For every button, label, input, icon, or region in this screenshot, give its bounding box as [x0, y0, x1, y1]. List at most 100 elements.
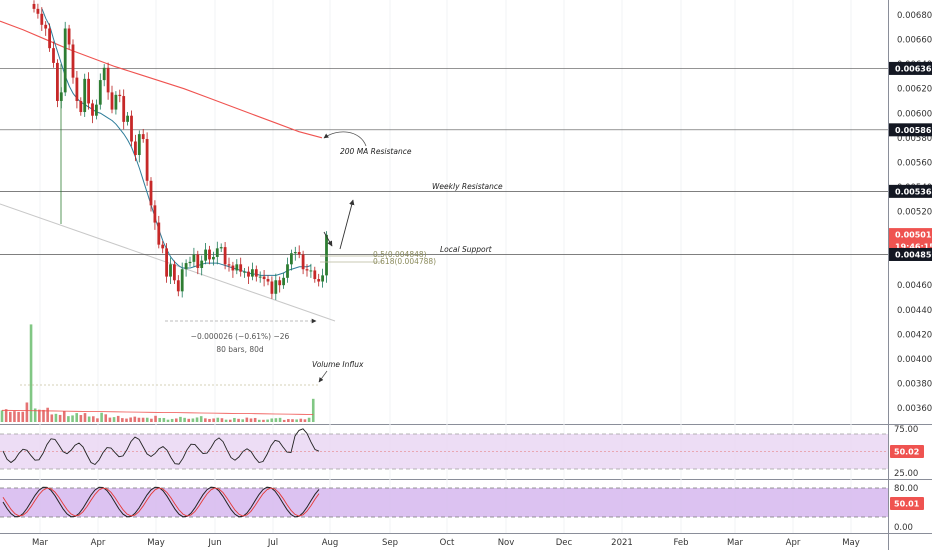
candle-body	[130, 115, 133, 142]
volume-bar	[87, 416, 91, 422]
volume-influx-arrow	[318, 370, 328, 383]
volume-bar	[307, 417, 311, 422]
candle-body	[286, 264, 289, 278]
volume-bar	[79, 415, 83, 422]
volume-bar	[125, 418, 128, 422]
volume-bar	[191, 418, 195, 422]
main-pane[interactable]	[0, 0, 888, 424]
volume-bar	[195, 417, 199, 422]
volume-bars	[0, 324, 315, 422]
volume-bar	[21, 411, 25, 422]
candle-body	[48, 28, 51, 49]
volume-bar	[204, 418, 207, 422]
volume-bar	[137, 417, 141, 422]
volume-bar	[299, 418, 303, 422]
stoch-tick-80: 80.00	[894, 484, 918, 494]
volume-bar	[237, 418, 240, 422]
candle-body	[212, 256, 215, 260]
volume-bar	[67, 416, 70, 422]
candle-body	[44, 24, 48, 29]
candle-body	[173, 264, 176, 281]
rsi-line	[2, 428, 320, 466]
price-tag-label: 0.004850	[895, 250, 932, 259]
ma-resistance-arrow	[323, 131, 367, 147]
volume-bar	[108, 417, 112, 422]
volume-bar	[121, 418, 124, 422]
time-tick: Mar	[727, 538, 744, 548]
candle-body	[317, 279, 321, 282]
candle-body	[293, 252, 297, 254]
volume-bar	[270, 418, 274, 422]
candle-body	[56, 62, 59, 101]
volume-bar	[183, 417, 186, 422]
candle-body	[219, 247, 223, 249]
price-tag	[889, 61, 932, 75]
candle-body	[247, 271, 250, 277]
candle-body	[274, 280, 278, 294]
price-tag	[889, 184, 932, 198]
volume-ma-line	[1, 409, 314, 415]
candles	[32, 0, 328, 300]
volume-bar	[96, 418, 99, 422]
candle-body	[106, 67, 110, 93]
volume-bar	[212, 418, 215, 422]
price-tags: 0.006365 0.005865 0.005364 0.005012 19:46:15…	[889, 61, 932, 261]
candle-body	[126, 115, 129, 122]
candle-body	[98, 80, 102, 105]
volume-bar	[71, 415, 74, 422]
volume-bar	[245, 417, 249, 422]
ma-fast-line	[41, 8, 312, 276]
time-tick: Dec	[556, 538, 573, 548]
candle-body	[134, 141, 137, 156]
volume-bar	[25, 402, 29, 422]
candle-body	[91, 103, 94, 116]
measure-line1: −0.000026 (−0.61%) −26	[191, 332, 290, 341]
time-tick: Nov	[498, 538, 515, 548]
candle-body	[254, 269, 258, 277]
time-tick: Oct	[440, 538, 455, 548]
volume-bar	[224, 419, 228, 422]
volume-bar	[258, 419, 261, 422]
candle-body	[110, 92, 114, 110]
volume-bar	[233, 417, 236, 422]
pullback-arrow	[323, 231, 333, 247]
candle-body	[40, 13, 44, 25]
fib-05-label: 0.5(0.004848)	[373, 250, 427, 259]
candle-body	[309, 270, 313, 272]
candle-body	[325, 234, 328, 276]
candle-body	[223, 247, 227, 265]
volume-bar	[291, 419, 294, 422]
time-axis[interactable]: Mar Apr May Jun Jul Aug Sep Oct Nov Dec 2021 Feb Mar…	[32, 538, 860, 548]
candle-body	[63, 28, 67, 93]
candle-body	[251, 269, 254, 277]
horizontal-levels	[0, 68, 888, 255]
volume-bar	[0, 410, 4, 422]
price-tag	[889, 123, 932, 137]
stoch-value: 50.01	[894, 500, 920, 509]
candle-body	[137, 134, 141, 156]
stoch-k-line	[2, 486, 320, 518]
volume-bar	[287, 419, 290, 422]
local-support-label: Local Support	[440, 245, 493, 254]
time-tick: Jun	[207, 538, 221, 548]
rsi-tick-25: 25.00	[894, 469, 918, 479]
volume-bar	[38, 409, 41, 422]
volume-bar	[303, 419, 307, 422]
candle-body	[301, 254, 305, 270]
rsi-value-tag	[890, 445, 924, 458]
candle-body	[75, 77, 79, 101]
volume-bar	[9, 411, 12, 422]
volume-bar	[170, 418, 174, 422]
candle-body	[266, 279, 270, 282]
volume-bar	[295, 419, 298, 422]
stoch-band	[0, 488, 888, 517]
candle-body	[176, 280, 180, 292]
volume-bar	[17, 411, 20, 422]
candle-body	[305, 269, 309, 271]
